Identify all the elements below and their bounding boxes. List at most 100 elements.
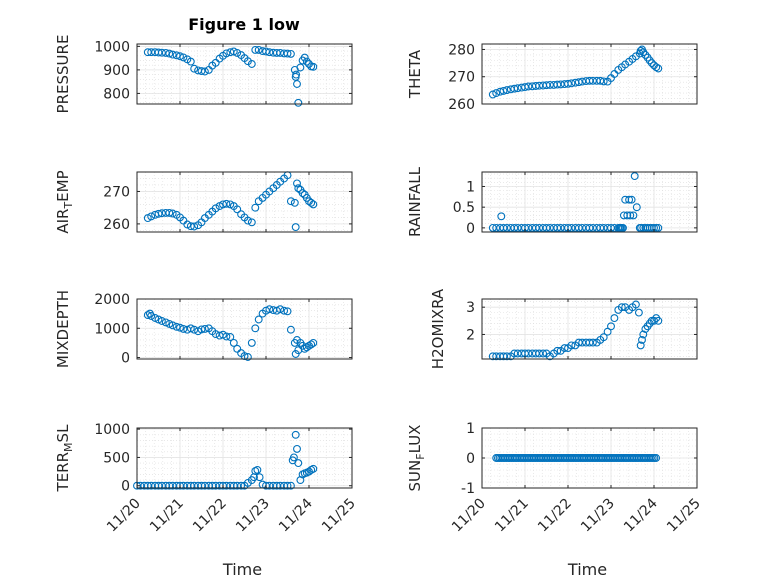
y-tick-label: 0	[466, 451, 475, 467]
data-point	[254, 45, 263, 54]
plot-area	[137, 299, 352, 359]
data-point	[211, 58, 220, 67]
data-series	[143, 305, 318, 361]
figure-title: Figure 1 low	[188, 15, 300, 34]
axes-frame	[136, 43, 353, 105]
data-point	[251, 45, 260, 54]
data-point	[492, 89, 501, 98]
data-point	[222, 49, 231, 58]
data-point	[237, 481, 246, 490]
subplot-terr-msl: 0 500 1000 TERRMSL 11/20 11/21 11/22 11/23 11/24…	[54, 422, 359, 579]
data-point	[251, 203, 260, 212]
data-point	[247, 338, 256, 347]
y-axis-label: AIRTEMP	[54, 170, 75, 233]
data-point	[294, 184, 303, 193]
data-point	[200, 324, 209, 333]
y-tick-label: 260	[103, 217, 130, 233]
data-point	[524, 223, 533, 232]
axes-frame	[136, 298, 353, 360]
data-point	[289, 453, 298, 462]
y-tick-label: 270	[103, 184, 130, 200]
y-axis-label: RAINFALL	[406, 166, 424, 237]
axes-frame	[481, 43, 698, 105]
x-tick-label: 11/21	[147, 496, 187, 536]
y-tick-label: 260	[448, 97, 475, 113]
x-tick-label: 11/20	[104, 496, 144, 536]
data-point	[623, 211, 632, 220]
data-point	[553, 346, 562, 355]
data-point	[513, 84, 522, 93]
data-point	[607, 322, 615, 331]
data-point	[292, 70, 301, 79]
data-series	[488, 172, 663, 232]
data-point	[283, 307, 292, 316]
data-point	[200, 481, 209, 490]
data-point	[226, 333, 235, 341]
subplot-theta: 260 270 280 THETA	[406, 42, 698, 113]
data-point	[251, 324, 260, 333]
y-tick-label: 0	[466, 221, 475, 237]
y-axis-label: THETA	[406, 49, 424, 99]
axes-frame	[136, 171, 353, 233]
y-tick-label: 500	[103, 450, 130, 466]
data-point	[176, 52, 184, 61]
data-point	[143, 311, 152, 320]
data-point	[524, 82, 533, 91]
data-point	[172, 51, 181, 60]
data-point	[291, 223, 300, 232]
y-tick-label: 0	[121, 479, 130, 495]
data-point	[652, 63, 661, 72]
y-tick-label: 1000	[94, 321, 130, 337]
plot-area	[482, 172, 697, 232]
data-point	[157, 209, 166, 218]
x-axis-label: Time	[222, 560, 262, 579]
data-point	[179, 324, 188, 333]
data-point	[157, 317, 166, 325]
y-tick-label: 0.5	[453, 200, 475, 216]
data-point	[265, 305, 274, 314]
subplot-h2omixra: 2 3 H2OMIXRA	[429, 288, 698, 369]
data-series	[492, 454, 661, 462]
data-point	[588, 223, 597, 232]
data-point	[309, 200, 318, 209]
data-point	[652, 223, 661, 232]
axes-frame	[481, 298, 698, 360]
data-point	[197, 67, 206, 76]
axes-frame	[481, 171, 698, 233]
data-point	[309, 62, 318, 71]
x-tick-label: 11/25	[664, 496, 704, 536]
data-point	[294, 98, 303, 107]
data-series	[143, 45, 318, 107]
data-point	[243, 353, 252, 361]
data-point	[639, 330, 648, 339]
data-point	[524, 349, 533, 358]
data-point	[229, 338, 238, 347]
subplot-rainfall: 0 0.5 1 RAINFALL	[406, 166, 698, 237]
data-point	[168, 321, 177, 330]
data-point	[625, 195, 634, 204]
y-tick-label: 1000	[94, 422, 130, 438]
data-point	[654, 223, 663, 232]
y-axis-label: TERRMSL	[54, 424, 75, 493]
data-point	[147, 212, 156, 221]
data-point	[190, 64, 199, 73]
data-point	[652, 454, 661, 462]
data-point	[631, 300, 640, 309]
data-point	[539, 349, 548, 358]
data-point	[168, 209, 177, 218]
data-point	[276, 48, 285, 57]
data-point	[588, 338, 597, 347]
x-tick-label: 11/22	[535, 496, 575, 536]
plot-area	[137, 172, 352, 232]
y-axis-label: H2OMIXRA	[429, 288, 447, 369]
x-tick-label: 11/21	[492, 496, 532, 536]
data-point	[222, 199, 231, 208]
data-point	[276, 305, 285, 314]
y-tick-label: 270	[448, 70, 475, 86]
data-point	[654, 316, 663, 325]
data-point	[286, 325, 295, 334]
y-axis-label: SUNFLUX	[406, 425, 427, 492]
plot-area	[137, 428, 352, 488]
y-tick-label: 900	[103, 63, 130, 79]
